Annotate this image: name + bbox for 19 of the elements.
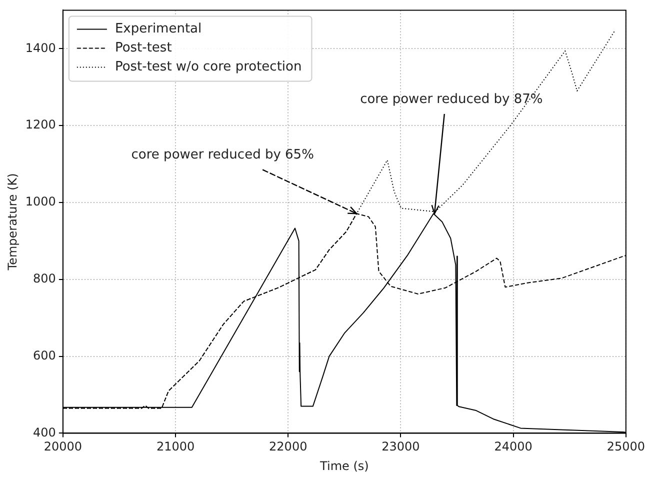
- y-tick-label: 800: [33, 272, 56, 286]
- annotation: core power reduced by 87%: [360, 92, 543, 107]
- legend-label: Post-test: [114, 40, 172, 56]
- x-tick-label: 24000: [494, 440, 532, 454]
- annotation: core power reduced by 65%: [131, 148, 314, 163]
- x-axis-title: Time (s): [319, 458, 369, 473]
- y-tick-label: 600: [33, 348, 56, 362]
- legend-label: Post-test w/o core protection: [114, 60, 302, 75]
- x-tick-label: 23000: [382, 440, 420, 454]
- y-tick-label: 1400: [25, 40, 56, 55]
- x-tick-label: 21000: [156, 440, 195, 454]
- legend-label: Experimental: [114, 22, 202, 37]
- x-tick-label: 25000: [606, 440, 646, 454]
- y-tick-label: 1200: [25, 118, 56, 132]
- y-tick-label: 400: [33, 425, 56, 440]
- y-axis-title: Temperature (K): [5, 173, 20, 272]
- y-tick-label: 1000: [25, 194, 56, 209]
- x-tick-label: 20000: [44, 440, 82, 454]
- x-tick-label: 22000: [269, 440, 308, 454]
